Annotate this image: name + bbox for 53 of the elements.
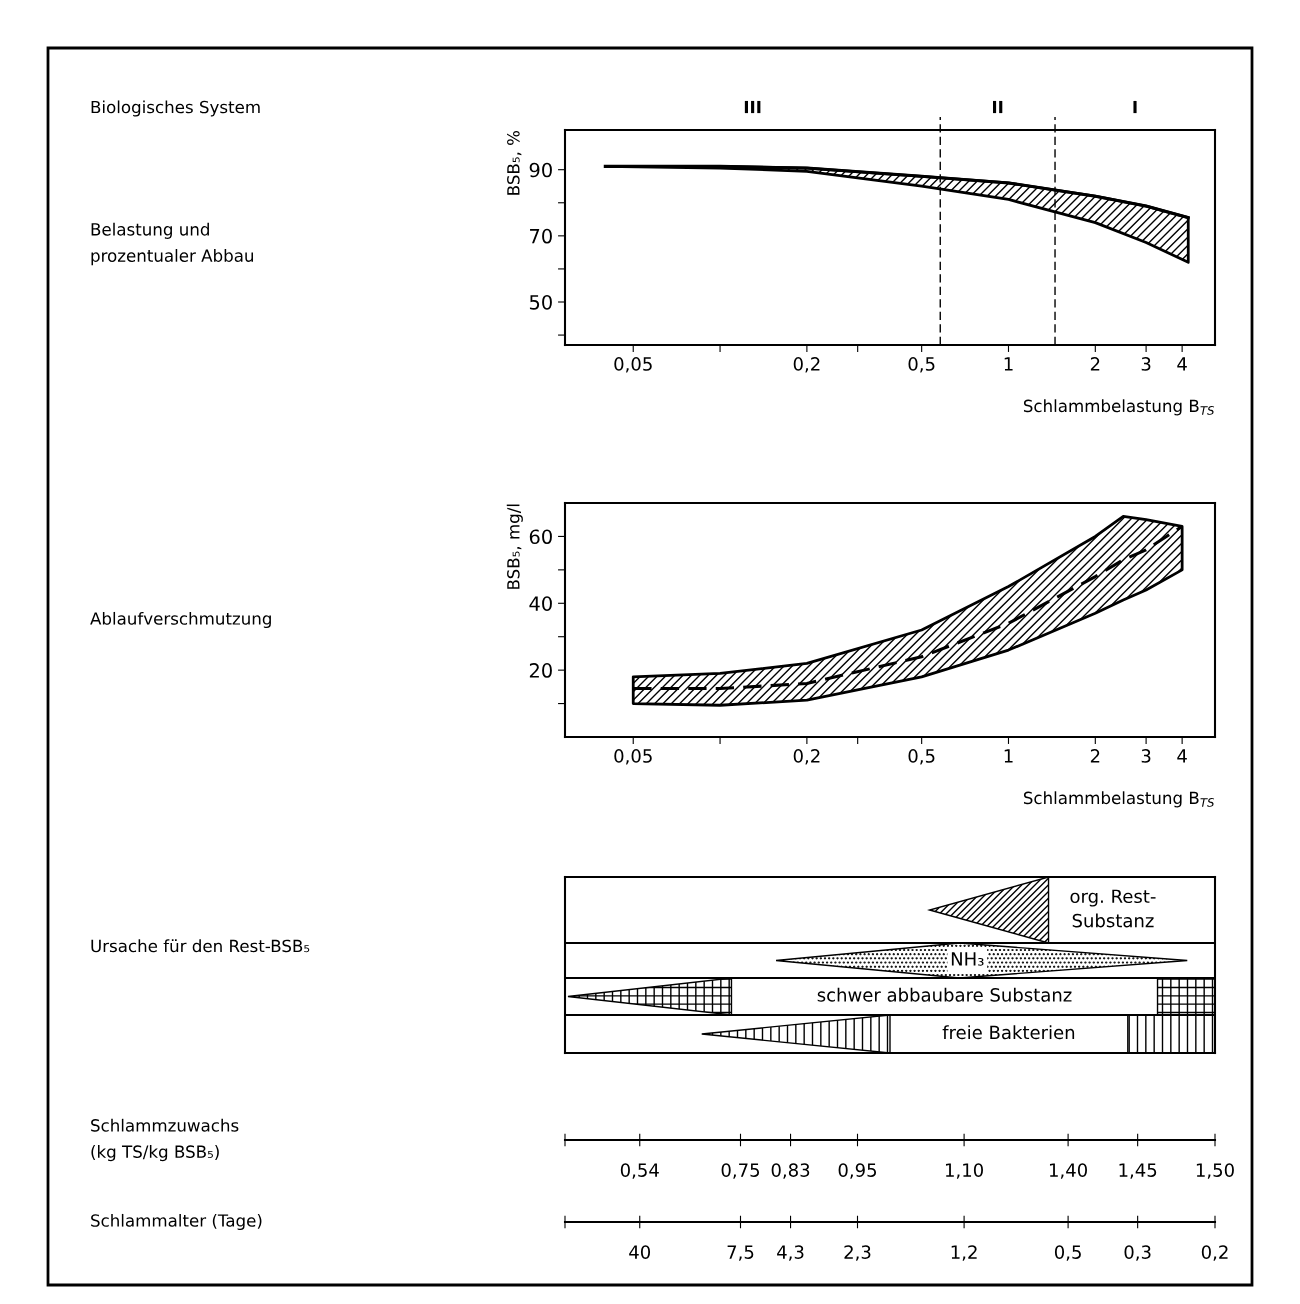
text: 0,83 — [771, 1163, 810, 1179]
y-tick-label: 20 — [529, 663, 552, 678]
text: Schlammalter (Tage) — [91, 1213, 262, 1231]
text: NH₃ — [951, 952, 984, 966]
y-tick-label: 40 — [529, 596, 552, 611]
text: 0,95 — [838, 1163, 877, 1179]
x-tick-label: 0,5 — [908, 749, 935, 765]
x-tick-label: 0,2 — [793, 357, 820, 373]
text: II — [992, 100, 1003, 114]
x-tick-label: 0,05 — [614, 749, 652, 765]
x-tick-label: 4 — [1177, 749, 1187, 763]
text: freie Bakterien — [942, 1025, 1075, 1040]
text: Ablaufverschmutzung — [90, 611, 271, 629]
x-tick-label: 3 — [1141, 749, 1151, 763]
x-tick-label: 4 — [1177, 357, 1187, 371]
text: 1,50 — [1196, 1163, 1234, 1179]
text: org. Rest- Substanz — [1070, 889, 1156, 928]
text: 0,3 — [1124, 1245, 1151, 1261]
x-tick-label: 1 — [1004, 749, 1013, 763]
x-axis-title: Schlammbelastung B$_{TS}$ — [1023, 791, 1215, 808]
text: III — [744, 100, 761, 114]
x-tick-label: 1 — [1004, 357, 1013, 371]
x-axis-title: Schlammbelastung B$_{TS}$ — [1023, 399, 1215, 416]
y-axis-title: BSB₅, % — [507, 130, 522, 195]
text: 2,3 — [844, 1245, 871, 1261]
text: 40 — [629, 1245, 651, 1259]
text: 7,5 — [727, 1245, 754, 1261]
y-axis-title: BSB₅, mg/l — [506, 504, 523, 589]
x-tick-label: 2 — [1090, 357, 1100, 371]
text: Biologisches System — [91, 100, 260, 117]
text: Belastung und prozentualer Abbau — [91, 222, 253, 266]
x-tick-label: 0,05 — [614, 357, 652, 373]
text: I — [1133, 100, 1137, 114]
y-tick-label: 90 — [529, 162, 552, 178]
x-tick-label: 0,2 — [793, 749, 820, 765]
x-tick-label: 0,5 — [908, 357, 935, 373]
text: Ursache für den Rest-BSB₅ — [91, 939, 310, 953]
text: schwer abbaubare Substanz — [817, 987, 1072, 1002]
text: 1,45 — [1119, 1163, 1157, 1179]
text: 0,2 — [1201, 1245, 1228, 1261]
y-tick-label: 50 — [529, 294, 552, 310]
text: 1,40 — [1049, 1163, 1087, 1179]
text: 0,75 — [721, 1163, 760, 1179]
text: 0,5 — [1054, 1245, 1081, 1261]
x-tick-label: 2 — [1090, 749, 1100, 763]
text: 1,2 — [951, 1245, 977, 1261]
y-tick-label: 60 — [529, 529, 552, 545]
text: 0,54 — [620, 1163, 659, 1179]
x-tick-label: 3 — [1141, 357, 1151, 371]
y-tick-label: 70 — [530, 228, 552, 244]
text: 1,10 — [945, 1163, 983, 1179]
text: 4,3 — [777, 1245, 804, 1261]
text: Schlammzuwachs (kg TS/kg BSB₅) — [91, 1118, 239, 1162]
